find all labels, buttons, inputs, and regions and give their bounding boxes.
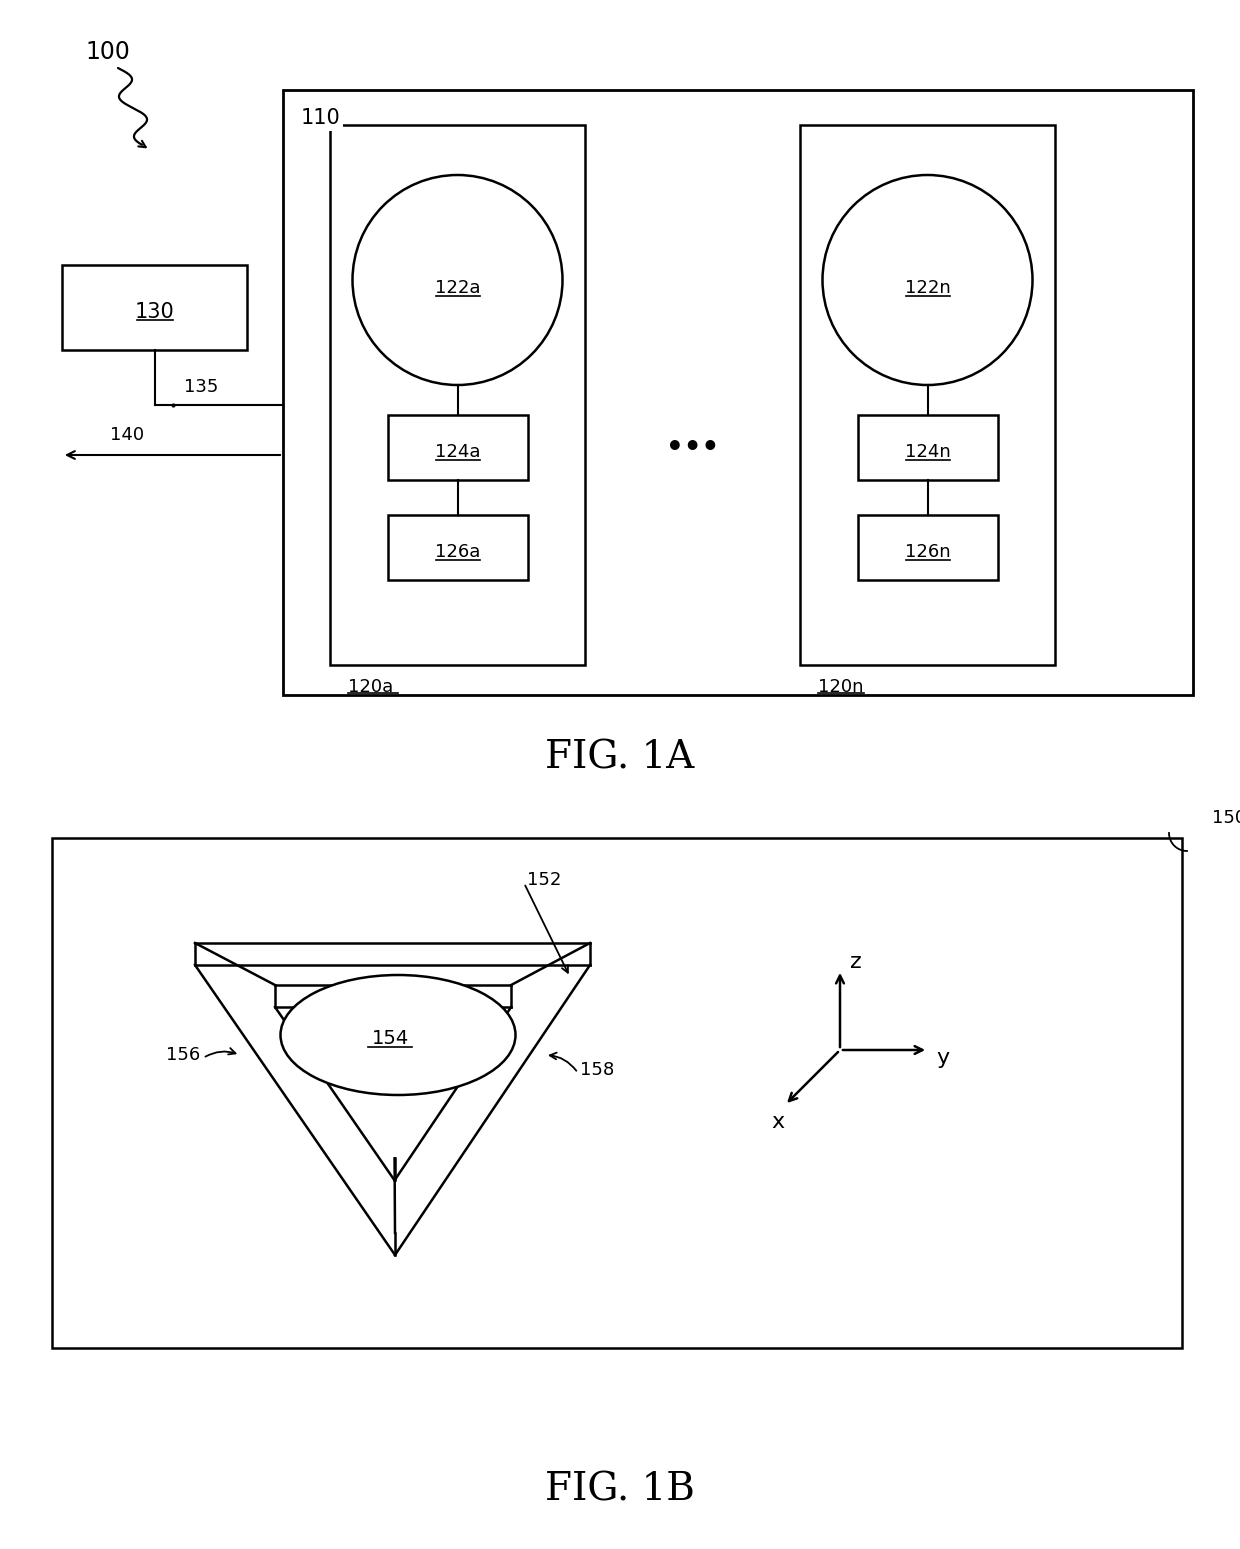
Bar bbox=[62, 265, 247, 350]
Bar bbox=[283, 90, 1193, 696]
Text: 122a: 122a bbox=[435, 279, 480, 297]
Text: 126n: 126n bbox=[905, 542, 950, 561]
Text: 135: 135 bbox=[185, 378, 219, 397]
Text: 110: 110 bbox=[301, 108, 341, 129]
Bar bbox=[800, 125, 1055, 665]
Text: 126a: 126a bbox=[435, 542, 480, 561]
Bar bbox=[330, 125, 585, 665]
Text: x: x bbox=[771, 1112, 785, 1132]
Bar bbox=[387, 415, 527, 480]
Text: 140: 140 bbox=[110, 426, 145, 445]
Ellipse shape bbox=[280, 974, 516, 1095]
Text: y: y bbox=[936, 1049, 949, 1067]
Text: z: z bbox=[849, 953, 862, 973]
Bar bbox=[858, 415, 997, 480]
Bar bbox=[387, 514, 527, 579]
Text: 122n: 122n bbox=[905, 279, 950, 297]
Text: 130: 130 bbox=[135, 302, 175, 322]
Text: 154: 154 bbox=[371, 1030, 409, 1049]
Text: FIG. 1B: FIG. 1B bbox=[546, 1472, 694, 1509]
Text: 120n: 120n bbox=[818, 678, 863, 696]
Text: 124n: 124n bbox=[905, 443, 950, 460]
Text: FIG. 1A: FIG. 1A bbox=[546, 739, 694, 776]
Bar bbox=[858, 514, 997, 579]
Text: 152: 152 bbox=[527, 871, 562, 889]
Text: •••: ••• bbox=[666, 434, 719, 462]
Text: 156: 156 bbox=[166, 1046, 200, 1064]
Bar bbox=[52, 838, 1182, 1348]
Text: 124a: 124a bbox=[435, 443, 480, 460]
Text: 150: 150 bbox=[1211, 809, 1240, 827]
Text: 120a: 120a bbox=[348, 678, 393, 696]
Text: 158: 158 bbox=[580, 1061, 614, 1080]
Text: 100: 100 bbox=[86, 40, 130, 64]
